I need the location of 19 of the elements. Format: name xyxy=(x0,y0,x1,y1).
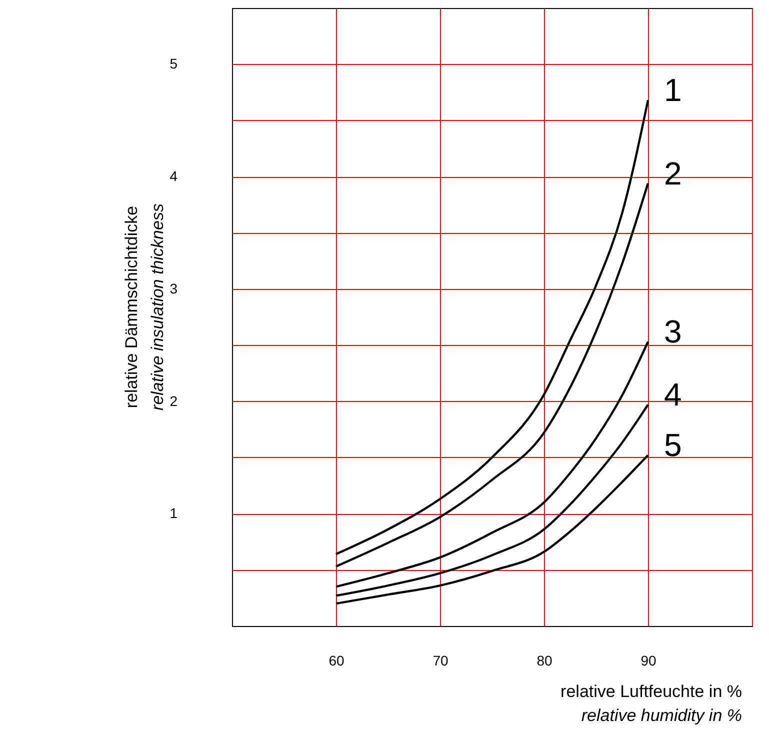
line-series xyxy=(334,182,650,568)
line-series xyxy=(334,454,650,605)
line-series xyxy=(334,404,650,597)
y-axis-title: relative Dämmschichtdicke relative insulation thickness xyxy=(122,203,167,410)
series-label: 3 xyxy=(664,314,682,350)
line-series xyxy=(334,340,650,588)
x-axis-title: relative Luftfeuchte in % relative humidity in % xyxy=(560,682,742,725)
line-series xyxy=(334,99,650,556)
y-tick-label: 1 xyxy=(170,505,178,522)
x-tick-label: 90 xyxy=(640,652,656,668)
y-tick-label: 3 xyxy=(170,280,178,296)
y-tick-label: 4 xyxy=(170,168,178,184)
series-label: 5 xyxy=(664,427,682,464)
y-tick-label: 5 xyxy=(170,56,178,72)
series-label: 1 xyxy=(664,72,682,108)
x-tick-label: 80 xyxy=(536,652,552,668)
x-tick-label: 70 xyxy=(432,652,448,668)
y-tick-label: 2 xyxy=(170,392,178,409)
x-tick-label: 60 xyxy=(328,652,344,668)
